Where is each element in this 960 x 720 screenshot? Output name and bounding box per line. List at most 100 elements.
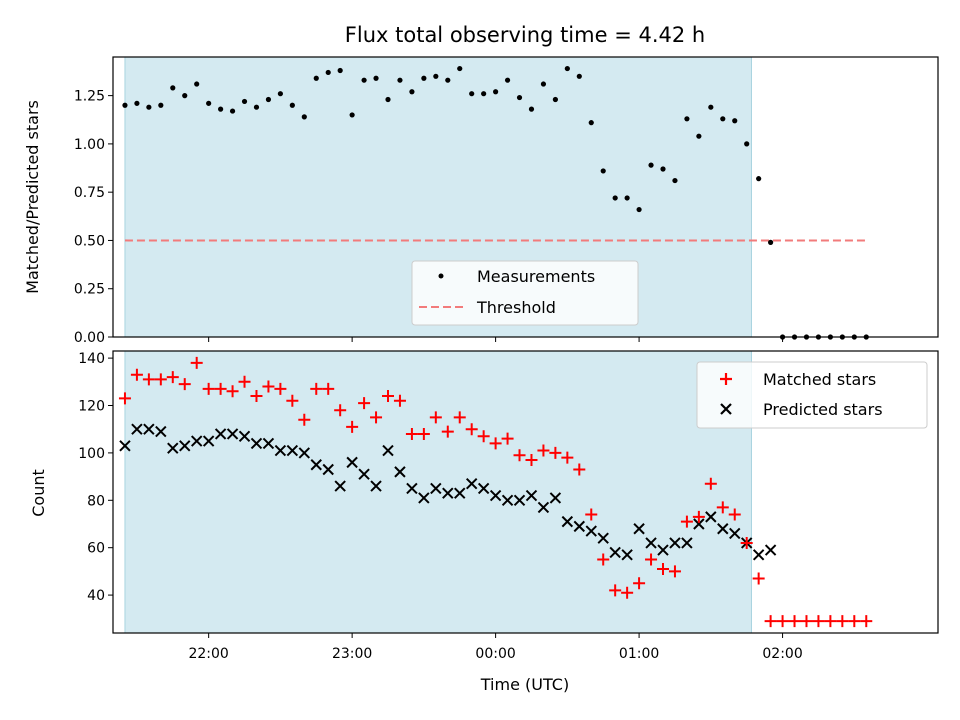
predicted-star-point [645, 537, 657, 549]
matched-star-point [692, 510, 705, 523]
measurement-point [744, 141, 750, 147]
predicted-star-point [406, 482, 418, 495]
matched-star-point [621, 586, 634, 599]
measurement-point [624, 195, 630, 201]
top-axes: 0.00 0.25 0.50 0.75 1.00 1.25 Flux total obse… [23, 23, 939, 346]
matched-star-point [370, 411, 383, 424]
matched-star-point [549, 446, 562, 459]
top-y-tick-label: 0.50 [74, 233, 105, 249]
predicted-star-point [454, 487, 466, 499]
predicted-star-point [621, 549, 633, 561]
predicted-stars-points [119, 423, 777, 561]
bottom-x-axis-label: Time (UTC) [480, 675, 569, 694]
bottom-x-tick-label: 01:00 [619, 646, 659, 662]
predicted-star-point [717, 523, 729, 535]
measurement-point [564, 65, 570, 72]
top-y-tick-label: 0.75 [74, 185, 105, 201]
measurement-point [636, 206, 642, 213]
measurement-point [170, 85, 176, 91]
matched-star-point [716, 501, 729, 514]
measurement-point [182, 93, 188, 99]
top-legend: Measurements Threshold [411, 260, 639, 326]
measurement-point [600, 168, 606, 174]
top-y-tick-label: 1.00 [74, 137, 105, 153]
bottom-y-tick-label: 100 [78, 446, 105, 462]
measurement-point [469, 91, 475, 97]
predicted-star-point [250, 437, 263, 450]
measurement-point [516, 94, 523, 101]
matched-star-point [250, 390, 263, 403]
predicted-star-point [537, 501, 550, 514]
matched-star-point [609, 584, 622, 597]
measurement-point [493, 89, 499, 95]
predicted-star-point [609, 546, 621, 559]
matched-star-point [668, 565, 681, 578]
top-y-ticks: 0.00 0.25 0.50 0.75 1.00 1.25 [74, 89, 113, 346]
predicted-star-point [274, 444, 287, 457]
matched-star-point [597, 553, 610, 566]
matched-star-point [202, 382, 215, 395]
bottom-x-ticks: 22:00 23:00 00:00 01:00 02:00 [188, 633, 803, 662]
measurement-point [265, 96, 272, 103]
matched-star-point [190, 356, 203, 369]
measurement-point [768, 239, 774, 245]
matched-star-point [645, 553, 658, 566]
predicted-star-point [442, 487, 454, 499]
matched-star-point [752, 572, 765, 585]
matched-star-point [298, 413, 311, 426]
predicted-star-point [382, 444, 394, 457]
top-y-tick-label: 0.00 [74, 330, 105, 346]
matched-star-point [477, 430, 490, 443]
bottom-legend-box [696, 361, 928, 429]
predicted-star-point [143, 423, 155, 435]
measurement-point [433, 73, 439, 79]
matched-star-point [513, 449, 526, 462]
measurement-point [337, 67, 343, 74]
predicted-star-point [430, 482, 442, 495]
bottom-x-tick-label: 02:00 [762, 646, 802, 662]
matched-star-point [322, 382, 335, 395]
matched-star-point [573, 463, 586, 476]
predicted-star-point [633, 523, 645, 535]
bottom-y-tick-label: 120 [78, 399, 105, 415]
measurement-point [385, 96, 391, 103]
predicted-star-point [525, 489, 538, 502]
measurement-point [289, 102, 295, 108]
bottom-y-axis-label: Count [29, 469, 48, 517]
matched-star-point [728, 508, 741, 521]
predicted-star-point [705, 511, 717, 523]
measurement-point [504, 77, 511, 83]
measurement-point [756, 176, 762, 182]
measurement-point [241, 98, 248, 105]
matched-star-point [382, 390, 394, 403]
measurement-point [134, 100, 140, 106]
matched-star-point [429, 411, 442, 424]
predicted-star-point [489, 489, 502, 502]
measurement-point [397, 77, 403, 83]
predicted-star-point [226, 428, 239, 440]
predicted-star-point [370, 480, 382, 492]
matched-star-point [393, 394, 406, 407]
matched-star-point [537, 444, 550, 457]
matched-star-point [836, 615, 849, 628]
legend-measurement-marker [438, 273, 444, 279]
matched-star-point [178, 378, 191, 391]
matched-star-point [130, 368, 143, 381]
matched-star-point [405, 427, 418, 440]
matched-star-point [334, 404, 347, 417]
measurement-point [481, 91, 487, 97]
predicted-star-point [202, 435, 215, 447]
predicted-star-point [477, 482, 490, 495]
top-x-ticks [208, 337, 784, 342]
measurement-point [325, 69, 331, 76]
legend-matched-label: Matched stars [763, 370, 876, 389]
matched-stars-points [118, 356, 873, 628]
top-chart-title: Flux total observing time = 4.42 h [345, 23, 705, 47]
predicted-star-point [310, 459, 322, 471]
matched-star-point [633, 577, 646, 590]
predicted-star-point [669, 537, 681, 549]
predicted-star-point [155, 425, 167, 438]
matched-star-point [166, 371, 179, 384]
legend-measurements-label: Measurements [477, 267, 595, 286]
